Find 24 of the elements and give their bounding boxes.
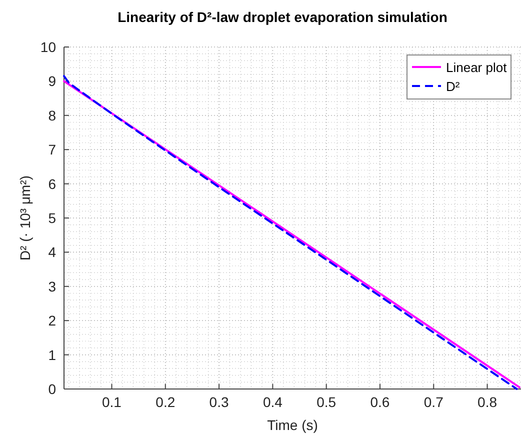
- y-tick-label: 0: [48, 381, 56, 397]
- y-tick-label: 10: [40, 39, 56, 55]
- x-tick-label: 0.3: [209, 394, 229, 410]
- x-tick-label: 0.8: [478, 394, 498, 410]
- y-tick-label: 7: [48, 142, 56, 158]
- x-tick-label: 0.6: [370, 394, 390, 410]
- y-tick-label: 5: [48, 210, 56, 226]
- x-tick-label: 0.2: [156, 394, 176, 410]
- x-tick-label: 0.1: [102, 394, 122, 410]
- y-tick-label: 4: [48, 244, 56, 260]
- x-tick-label: 0.7: [424, 394, 444, 410]
- x-tick-label: 0.4: [262, 394, 283, 410]
- x-tick-label: 0.5: [316, 394, 336, 410]
- y-tick-label: 6: [48, 176, 56, 192]
- y-tick-label: 8: [48, 107, 56, 124]
- y-axis-title: D² (· 10³ μm²): [17, 175, 33, 261]
- legend-label: D²: [446, 79, 460, 94]
- y-tick-label: 2: [48, 312, 56, 329]
- y-tick-label: 3: [48, 278, 56, 294]
- legend-label: Linear plot: [446, 60, 508, 75]
- y-tick-label: 1: [48, 346, 56, 363]
- chart-title: Linearity of D²-law droplet evaporation simulation: [118, 9, 448, 25]
- x-axis-title: Time (s): [267, 417, 318, 433]
- y-tick-label: 9: [48, 73, 56, 90]
